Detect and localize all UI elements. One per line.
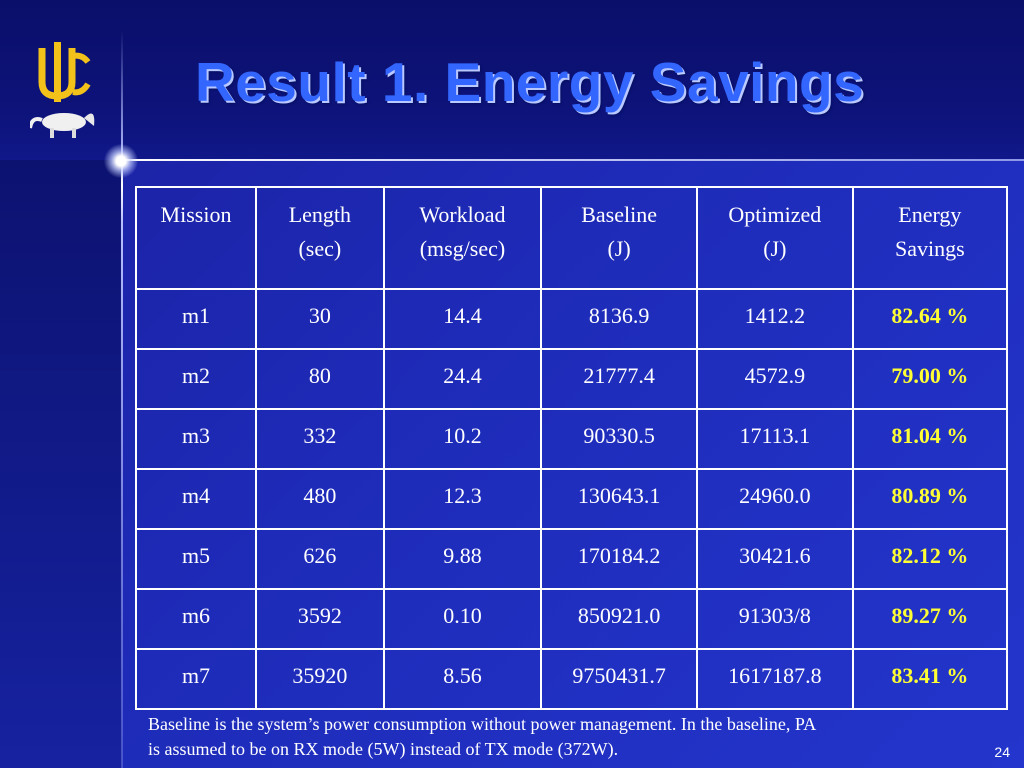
cell-energy-savings: 82.64 % — [851, 288, 1009, 350]
cell-optimized: 1412.2 — [695, 288, 854, 350]
table-body: m1 30 14.4 8136.9 1412.2 82.64 % m2 80 24.4 21777… — [134, 288, 1009, 710]
cell-optimized: 1617187.8 — [695, 648, 854, 710]
table-header-row: Mission Length (sec) Workload (msg/sec) Basel… — [134, 186, 1009, 290]
cell-energy-savings: 89.27 % — [851, 588, 1009, 650]
cell-baseline: 170184.2 — [540, 528, 698, 590]
cell-energy-savings: 83.41 % — [851, 648, 1009, 710]
cell-length: 332 — [255, 408, 385, 470]
cell-workload: 24.4 — [382, 348, 543, 410]
table-row: m5 626 9.88 170184.2 30421.6 82.12 % — [134, 528, 1009, 590]
cell-workload: 14.4 — [382, 288, 543, 350]
cell-workload: 8.56 — [382, 648, 543, 710]
column-header-baseline: Baseline (J) — [540, 186, 698, 290]
cell-workload: 9.88 — [382, 528, 543, 590]
cell-energy-savings: 82.12 % — [851, 528, 1009, 590]
column-header-text: Savings — [895, 236, 965, 261]
header-band — [0, 0, 1024, 160]
table-row: m7 35920 8.56 9750431.7 1617187.8 83.41 % — [134, 648, 1009, 710]
footnote-line-1: Baseline is the system’s power consumpti… — [148, 714, 817, 734]
column-header-text: Mission — [160, 202, 232, 227]
cell-baseline: 9750431.7 — [540, 648, 698, 710]
cell-baseline: 8136.9 — [540, 288, 698, 350]
cell-mission: m3 — [134, 408, 258, 470]
table-row: m4 480 12.3 130643.1 24960.0 80.89 % — [134, 468, 1009, 530]
cell-optimized: 91303/8 — [695, 588, 854, 650]
cell-energy-savings: 81.04 % — [851, 408, 1009, 470]
column-header-length: Length (sec) — [255, 186, 385, 290]
cell-mission: m2 — [134, 348, 258, 410]
cell-baseline: 850921.0 — [540, 588, 698, 650]
cell-mission: m5 — [134, 528, 258, 590]
cell-length: 480 — [255, 468, 385, 530]
cell-baseline: 130643.1 — [540, 468, 698, 530]
column-header-text: Optimized — [728, 202, 822, 227]
column-header-energy-savings: Energy Savings — [851, 186, 1009, 290]
column-header-text: (msg/sec) — [419, 236, 506, 261]
cell-baseline: 21777.4 — [540, 348, 698, 410]
column-header-text: Workload — [419, 202, 506, 227]
cell-length: 30 — [255, 288, 385, 350]
page-number: 24 — [994, 744, 1010, 760]
cell-mission: m4 — [134, 468, 258, 530]
cell-length: 80 — [255, 348, 385, 410]
cell-mission: m1 — [134, 288, 258, 350]
cell-length: 626 — [255, 528, 385, 590]
column-header-optimized: Optimized (J) — [695, 186, 854, 290]
footnote-line-2: is assumed to be on RX mode (5W) instead… — [148, 739, 619, 759]
cell-mission: m6 — [134, 588, 258, 650]
left-band — [0, 160, 122, 768]
slide-title: Result 1. Energy Savings — [195, 51, 865, 113]
cell-mission: m7 — [134, 648, 258, 710]
column-header-mission: Mission — [134, 186, 258, 290]
cell-length: 35920 — [255, 648, 385, 710]
column-header-text: (J) — [607, 236, 631, 261]
cell-workload: 0.10 — [382, 588, 543, 650]
column-header-text: Length — [288, 202, 352, 227]
table-row: m2 80 24.4 21777.4 4572.9 79.00 % — [134, 348, 1009, 410]
cell-optimized: 30421.6 — [695, 528, 854, 590]
divider-horizontal — [122, 159, 1024, 161]
table-row: m3 332 10.2 90330.5 17113.1 81.04 % — [134, 408, 1009, 470]
column-header-text: (J) — [763, 236, 787, 261]
cell-workload: 10.2 — [382, 408, 543, 470]
column-header-text: Energy — [898, 202, 962, 227]
footnote: Baseline is the system’s power consumpti… — [148, 712, 1008, 762]
table-row: m1 30 14.4 8136.9 1412.2 82.64 % — [134, 288, 1009, 350]
cell-baseline: 90330.5 — [540, 408, 698, 470]
cell-optimized: 17113.1 — [695, 408, 854, 470]
cell-length: 3592 — [255, 588, 385, 650]
table-row: m6 3592 0.10 850921.0 91303/8 89.27 % — [134, 588, 1009, 650]
column-header-workload: Workload (msg/sec) — [382, 186, 543, 290]
cell-energy-savings: 79.00 % — [851, 348, 1009, 410]
cell-optimized: 4572.9 — [695, 348, 854, 410]
divider-vertical — [121, 30, 123, 768]
column-header-text: (sec) — [298, 236, 342, 261]
cell-workload: 12.3 — [382, 468, 543, 530]
cell-energy-savings: 80.89 % — [851, 468, 1009, 530]
column-header-text: Baseline — [581, 202, 657, 227]
energy-savings-table: Mission Length (sec) Workload (msg/sec) Basel… — [134, 186, 1009, 710]
sparkle-icon — [104, 144, 138, 178]
cell-optimized: 24960.0 — [695, 468, 854, 530]
uci-anteater-logo-icon — [30, 42, 95, 138]
